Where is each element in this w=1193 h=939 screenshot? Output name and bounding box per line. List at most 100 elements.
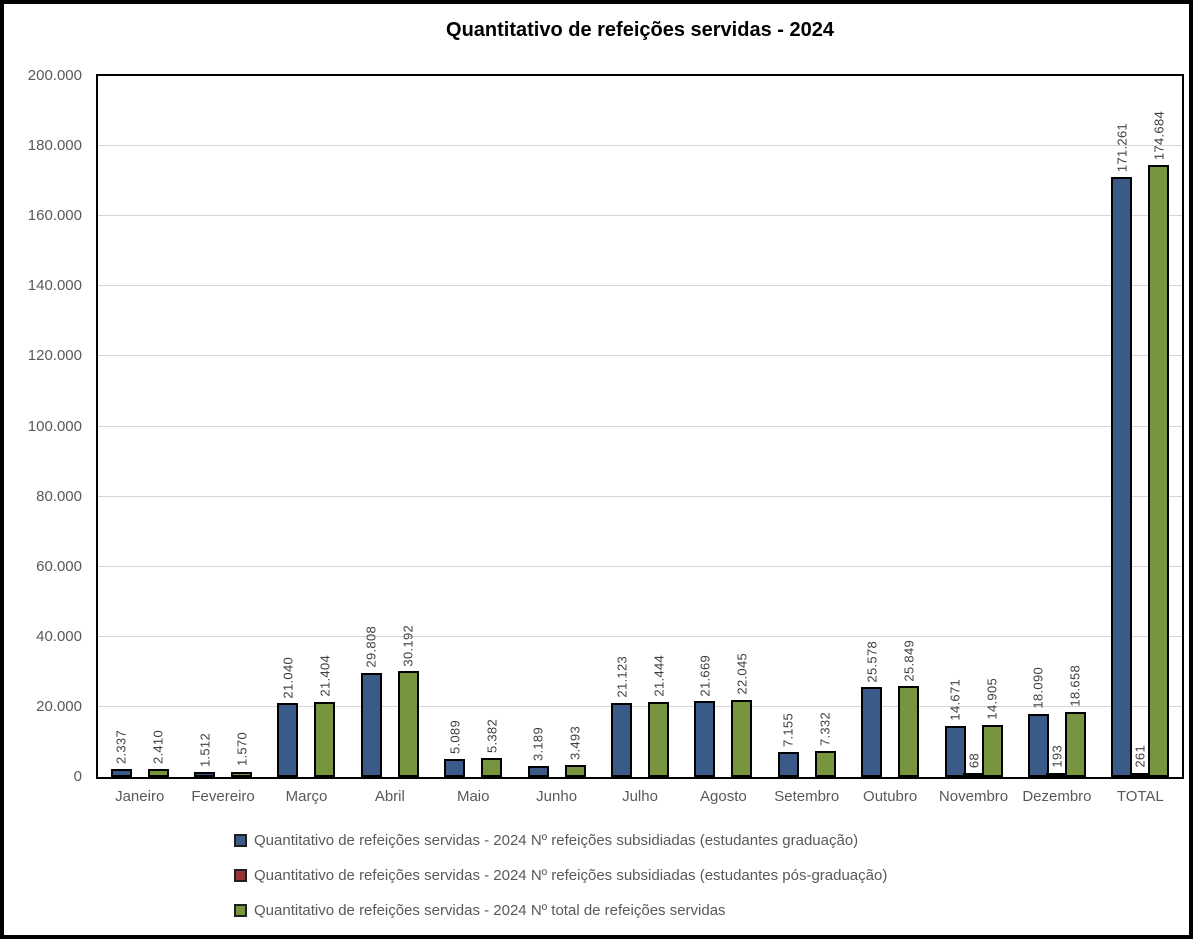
legend-item: Quantitativo de refeições servidas - 202… — [234, 902, 887, 919]
legend-item: Quantitativo de refeições servidas - 202… — [234, 867, 887, 884]
bar — [314, 701, 336, 777]
bar-value-label: 14.671 — [947, 679, 963, 721]
bar — [481, 758, 503, 777]
plot-area: 2.337 2.410 1.512 1.570 21.040 21.404 29.808 30… — [96, 74, 1184, 779]
x-axis-category-label: Fevereiro — [191, 788, 255, 805]
bar — [814, 751, 836, 777]
bar-value-label: 174.684 — [1151, 110, 1167, 160]
x-axis-category-label: Julho — [622, 788, 658, 805]
x-axis-category-label: Setembro — [774, 788, 840, 805]
bar-value-label: 21.669 — [697, 654, 713, 697]
bar — [1148, 164, 1170, 777]
bar — [944, 725, 966, 777]
y-axis-tick-label: 200.000 — [27, 67, 82, 84]
y-axis-tick-label: 160.000 — [27, 207, 82, 225]
y-axis-tick-label: 40.000 — [36, 627, 82, 645]
bar-value-label: 25.578 — [864, 640, 880, 683]
gridline — [98, 355, 1182, 357]
bar-value-label: 3.493 — [567, 725, 583, 760]
x-axis-category-label: Março — [285, 788, 328, 805]
bar-value-label: 5.089 — [447, 720, 463, 755]
bar — [1027, 713, 1049, 777]
bar-value-label: 25.849 — [901, 639, 917, 682]
x-axis-category-label: Novembro — [938, 788, 1009, 805]
bar — [147, 768, 169, 777]
x-axis-category-label: Maio — [456, 788, 490, 805]
bar — [360, 672, 382, 777]
bar-value-label: 5.382 — [484, 719, 500, 754]
bar — [231, 771, 253, 777]
legend-label: Quantitativo de refeições servidas - 202… — [254, 902, 726, 919]
x-axis-category-label: Abril — [374, 788, 405, 805]
bar-value-label: 7.155 — [780, 712, 796, 747]
legend-color-swatch — [234, 834, 247, 847]
y-axis-tick-label: 120.000 — [27, 347, 82, 365]
y-axis-tick-label: 20.000 — [36, 697, 82, 715]
bar-value-label: 68 — [966, 752, 982, 768]
bar-value-label: 22.045 — [734, 653, 750, 695]
bar — [564, 764, 586, 777]
legend-item: Quantitativo de refeições servidas - 202… — [234, 832, 887, 849]
y-axis-tick-label: 180.000 — [27, 137, 82, 155]
bar-value-label: 2.337 — [113, 729, 129, 764]
bar-value-label: 18.658 — [1067, 665, 1083, 707]
x-axis-category-label: Dezembro — [1022, 788, 1092, 805]
legend-label: Quantitativo de refeições servidas - 202… — [254, 867, 888, 884]
bar — [277, 703, 299, 777]
bar-value-label: 1.512 — [197, 732, 213, 767]
bar — [731, 699, 753, 777]
bar — [981, 724, 1003, 777]
legend-label: Quantitativo de refeições servidas - 202… — [254, 832, 859, 849]
bar-value-label: 21.444 — [651, 655, 666, 697]
bar-value-label: 21.040 — [280, 656, 296, 699]
bar-value-label: 14.905 — [984, 678, 1000, 720]
bar — [898, 686, 920, 777]
gridline — [98, 705, 1182, 707]
bar-value-label: 21.123 — [614, 656, 629, 698]
bar-value-label: 261 — [1132, 745, 1148, 768]
x-axis-category-label: Junho — [536, 788, 578, 805]
bar — [777, 751, 799, 777]
bar — [397, 671, 419, 777]
legend-color-swatch — [234, 869, 247, 882]
bar-value-label: 7.332 — [817, 712, 833, 747]
bar-value-label: 18.090 — [1030, 667, 1046, 709]
bar — [861, 687, 883, 777]
x-axis-category-label: Outubro — [863, 788, 918, 805]
y-axis-tick-label: 0 — [73, 768, 82, 785]
y-axis-tick-label: 60.000 — [36, 557, 82, 575]
chart-title: Quantitativo de refeições servidas - 202… — [446, 19, 834, 41]
bar-value-label: 2.410 — [150, 729, 166, 764]
bar-value-label: 21.404 — [317, 655, 333, 697]
gridline — [98, 565, 1182, 567]
bar — [194, 771, 216, 777]
bar-value-label: 193 — [1049, 745, 1065, 768]
gridline — [98, 635, 1182, 637]
bar — [694, 701, 716, 777]
x-axis-category-label: Agosto — [700, 788, 747, 805]
legend: Quantitativo de refeições servidas - 202… — [234, 832, 887, 919]
bar — [1064, 711, 1086, 777]
gridline — [98, 285, 1182, 287]
gridline — [98, 215, 1182, 217]
bar — [648, 701, 669, 777]
gridline — [98, 495, 1182, 497]
gridline — [98, 145, 1182, 147]
y-axis-tick-label: 80.000 — [36, 487, 82, 505]
bar — [444, 759, 466, 777]
bar-value-label: 1.570 — [234, 732, 250, 767]
gridline — [98, 425, 1182, 427]
bar-value-label: 171.261 — [1114, 122, 1130, 172]
bar — [611, 702, 632, 777]
x-axis-category-label: Janeiro — [115, 788, 165, 805]
y-axis-tick-label: 140.000 — [27, 277, 82, 295]
legend-color-swatch — [234, 904, 247, 917]
bar-value-label: 30.192 — [400, 624, 416, 667]
bar-value-label: 29.808 — [363, 625, 379, 668]
bar — [110, 768, 132, 777]
bar — [1111, 176, 1133, 777]
y-axis-tick-label: 100.000 — [27, 417, 82, 435]
bar — [527, 765, 549, 777]
bar-value-label: 3.189 — [530, 726, 546, 761]
